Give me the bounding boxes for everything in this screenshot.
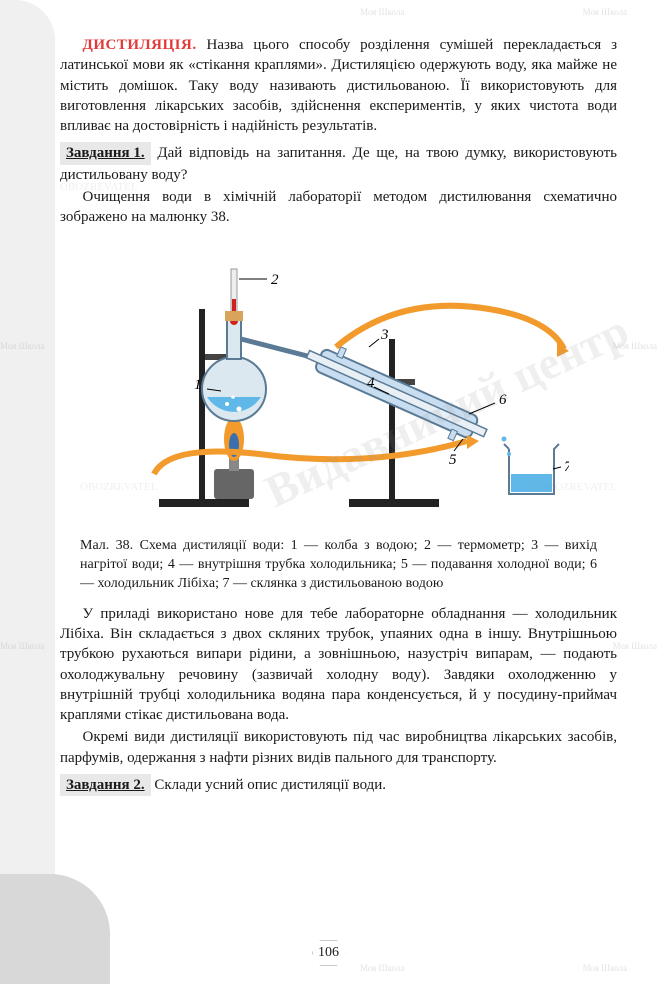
svg-text:1: 1 xyxy=(194,377,202,393)
paragraph-4: Окремі види дистиляції використовують пі… xyxy=(60,727,617,768)
task-2-text: Склади усний опис дистиляції води. xyxy=(154,777,386,793)
paragraph-2: Очищення води в хімічній лабораторії мет… xyxy=(60,187,617,228)
watermark-small: Моя Школа xyxy=(613,340,657,352)
svg-text:4: 4 xyxy=(367,375,375,391)
watermark-small: Моя Школа xyxy=(613,640,657,652)
task-1-label: Завдання 1. xyxy=(60,142,151,164)
svg-text:2: 2 xyxy=(271,272,279,288)
svg-text:7: 7 xyxy=(564,459,569,475)
task-1: Завдання 1. Дай відповідь на запитання. … xyxy=(60,142,617,185)
figure-caption-label: Мал. 38. xyxy=(80,538,133,553)
paragraph-intro: ДИСТИЛЯЦІЯ. Назва цього способу розділен… xyxy=(60,35,617,136)
task-2: Завдання 2. Склади усний опис дистиляції… xyxy=(60,774,617,796)
svg-text:6: 6 xyxy=(499,392,507,408)
task-2-label: Завдання 2. xyxy=(60,774,151,796)
svg-text:5: 5 xyxy=(449,452,457,468)
heading-distillation: ДИСТИЛЯЦІЯ. xyxy=(83,37,197,53)
svg-text:3: 3 xyxy=(380,327,389,343)
watermark-small: Моя Школа xyxy=(360,962,404,974)
watermark-small: Моя Школа xyxy=(360,6,404,18)
figure-caption: Мал. 38. Схема дистиляції води: 1 — колб… xyxy=(80,537,597,594)
paragraph-3: У приладі використано нове для тебе лабо… xyxy=(60,604,617,726)
page-number: 106 xyxy=(312,940,346,966)
watermark-small: Моя Школа xyxy=(583,6,627,18)
watermark-small: Моя Школа xyxy=(583,962,627,974)
distillation-diagram: 2 1 3 4 5 6 7 xyxy=(109,239,569,529)
figure-caption-text: Схема дистиляції води: 1 — колба з водою… xyxy=(80,538,597,591)
